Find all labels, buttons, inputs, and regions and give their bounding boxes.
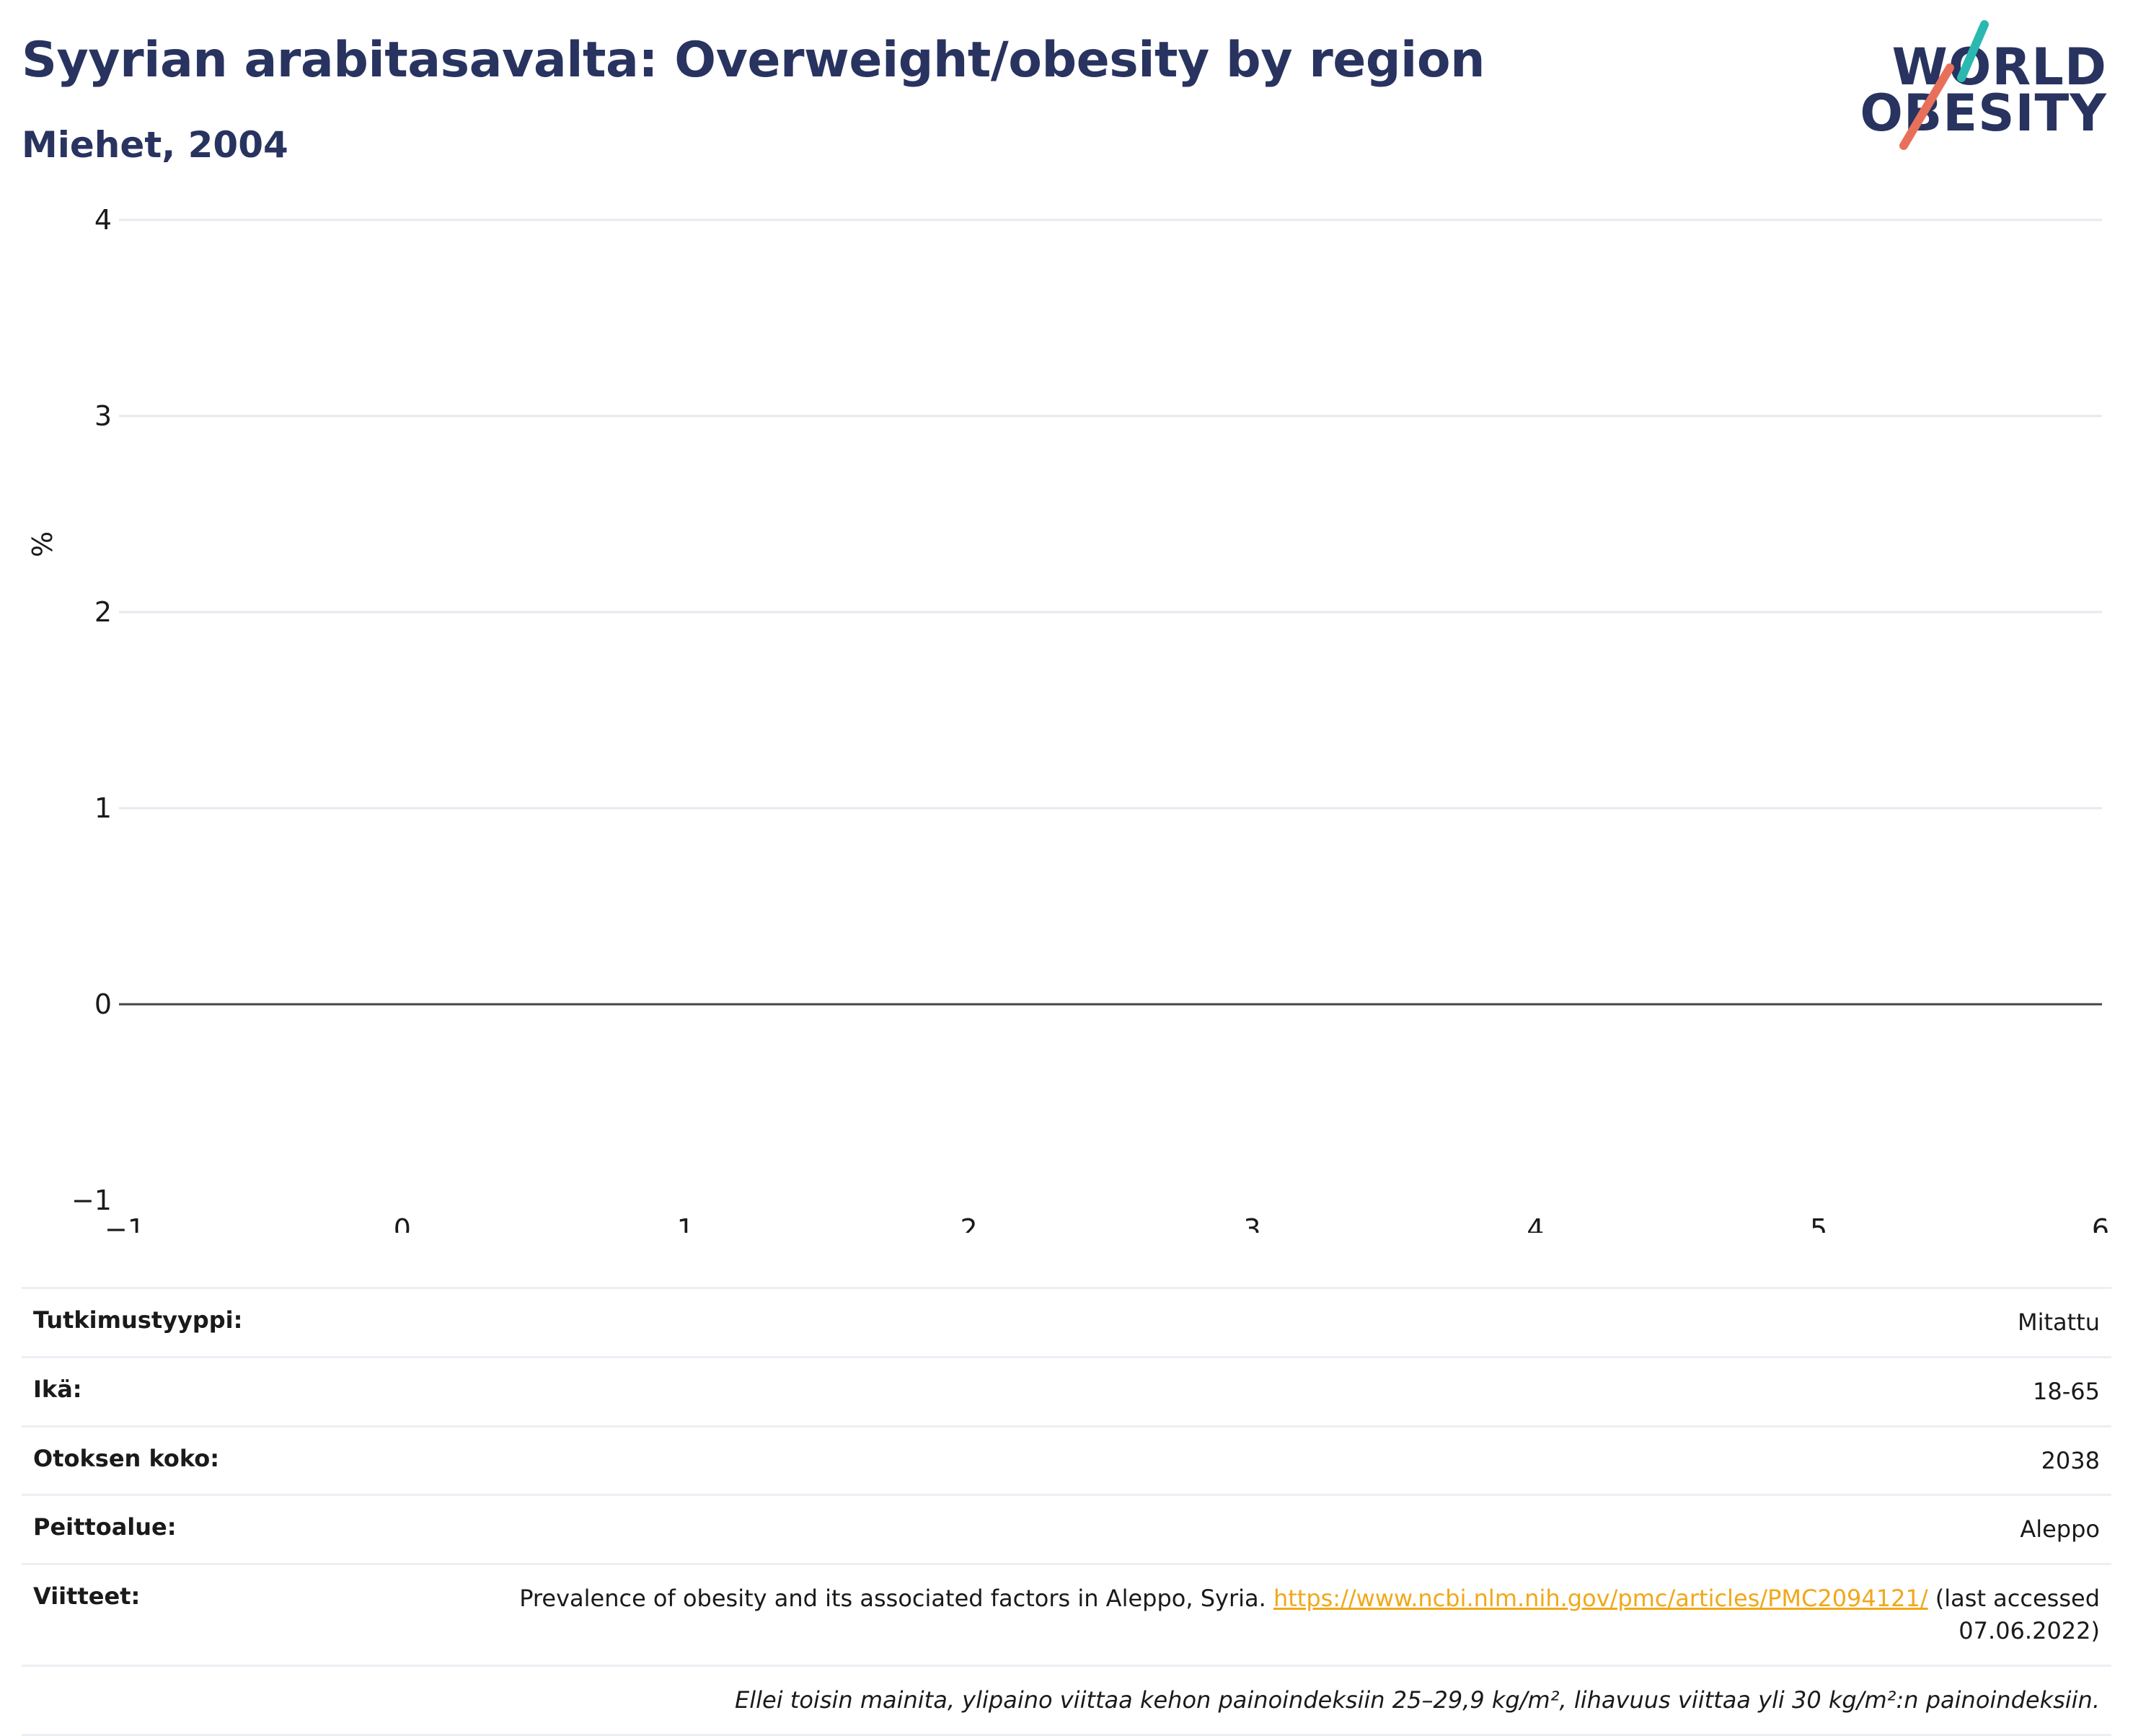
meta-row: Ikä: 18-65 xyxy=(22,1355,2111,1427)
x-tick-label: 0 xyxy=(394,1213,411,1233)
y-tick-label: 4 xyxy=(94,204,112,236)
meta-label: Ikä: xyxy=(22,1355,449,1427)
y-tick-label: 2 xyxy=(94,596,112,628)
meta-value: 2038 xyxy=(449,1425,2111,1495)
x-tick-label: 1 xyxy=(677,1213,694,1233)
logo-line-2: OBESITY xyxy=(1860,84,2107,143)
meta-value: Aleppo xyxy=(449,1494,2111,1564)
y-tick-label: 0 xyxy=(94,988,112,1020)
meta-row: Tutkimustyyppi: Mitattu xyxy=(22,1287,2111,1358)
logo-slash-icon xyxy=(1899,20,1989,150)
meta-row-references: Viitteet: Prevalence of obesity and its a… xyxy=(22,1563,2111,1666)
world-obesity-logo[interactable]: WORLD OBESITY xyxy=(1860,20,2120,150)
x-tick-label: 2 xyxy=(960,1213,977,1233)
reference-link[interactable]: https://www.ncbi.nlm.nih.gov/pmc/article… xyxy=(1273,1585,1928,1613)
reference-suffix: (last accessed 07.06.2022) xyxy=(1927,1585,2100,1644)
meta-row-note: Ellei toisin mainita, ylipaino viittaa k… xyxy=(22,1664,2111,1736)
logo-line-1: WORLD xyxy=(1891,37,2107,97)
reference-text: Prevalence of obesity and its associated… xyxy=(519,1585,1273,1613)
meta-value: 18-65 xyxy=(449,1355,2111,1427)
definition-note: Ellei toisin mainita, ylipaino viittaa k… xyxy=(22,1664,2111,1736)
x-tick-label: 6 xyxy=(2092,1213,2109,1233)
meta-label: Peittoalue: xyxy=(22,1494,449,1564)
x-tick-label: 5 xyxy=(1810,1213,1827,1233)
chart-area: −1 0 1 2 3 4 −1 0 1 2 3 4 5 6% xyxy=(27,204,2109,1233)
y-tick-label: 3 xyxy=(94,400,112,432)
y-axis-title: % xyxy=(27,531,58,557)
y-tick-label: −1 xyxy=(71,1184,112,1216)
x-tick-label: 3 xyxy=(1243,1213,1260,1233)
meta-value: Mitattu xyxy=(449,1287,2111,1358)
metadata-table: Tutkimustyyppi: Mitattu Ikä: 18-65 Otoksen k… xyxy=(22,1287,2111,1736)
x-tick-label: −1 xyxy=(105,1213,145,1233)
y-tick-label: 1 xyxy=(94,792,112,824)
meta-label: Viitteet: xyxy=(22,1563,449,1666)
meta-label: Otoksen koko: xyxy=(22,1425,449,1495)
chart-subtitle: Miehet, 2004 xyxy=(22,124,288,166)
chart-title: Syyrian arabitasavalta: Overweight/obesi… xyxy=(22,32,1485,89)
meta-row: Otoksen koko: 2038 xyxy=(22,1425,2111,1495)
meta-row: Peittoalue: Aleppo xyxy=(22,1494,2111,1564)
x-tick-label: 4 xyxy=(1527,1213,1544,1233)
references-value: Prevalence of obesity and its associated… xyxy=(449,1563,2111,1666)
meta-label: Tutkimustyyppi: xyxy=(22,1287,449,1358)
